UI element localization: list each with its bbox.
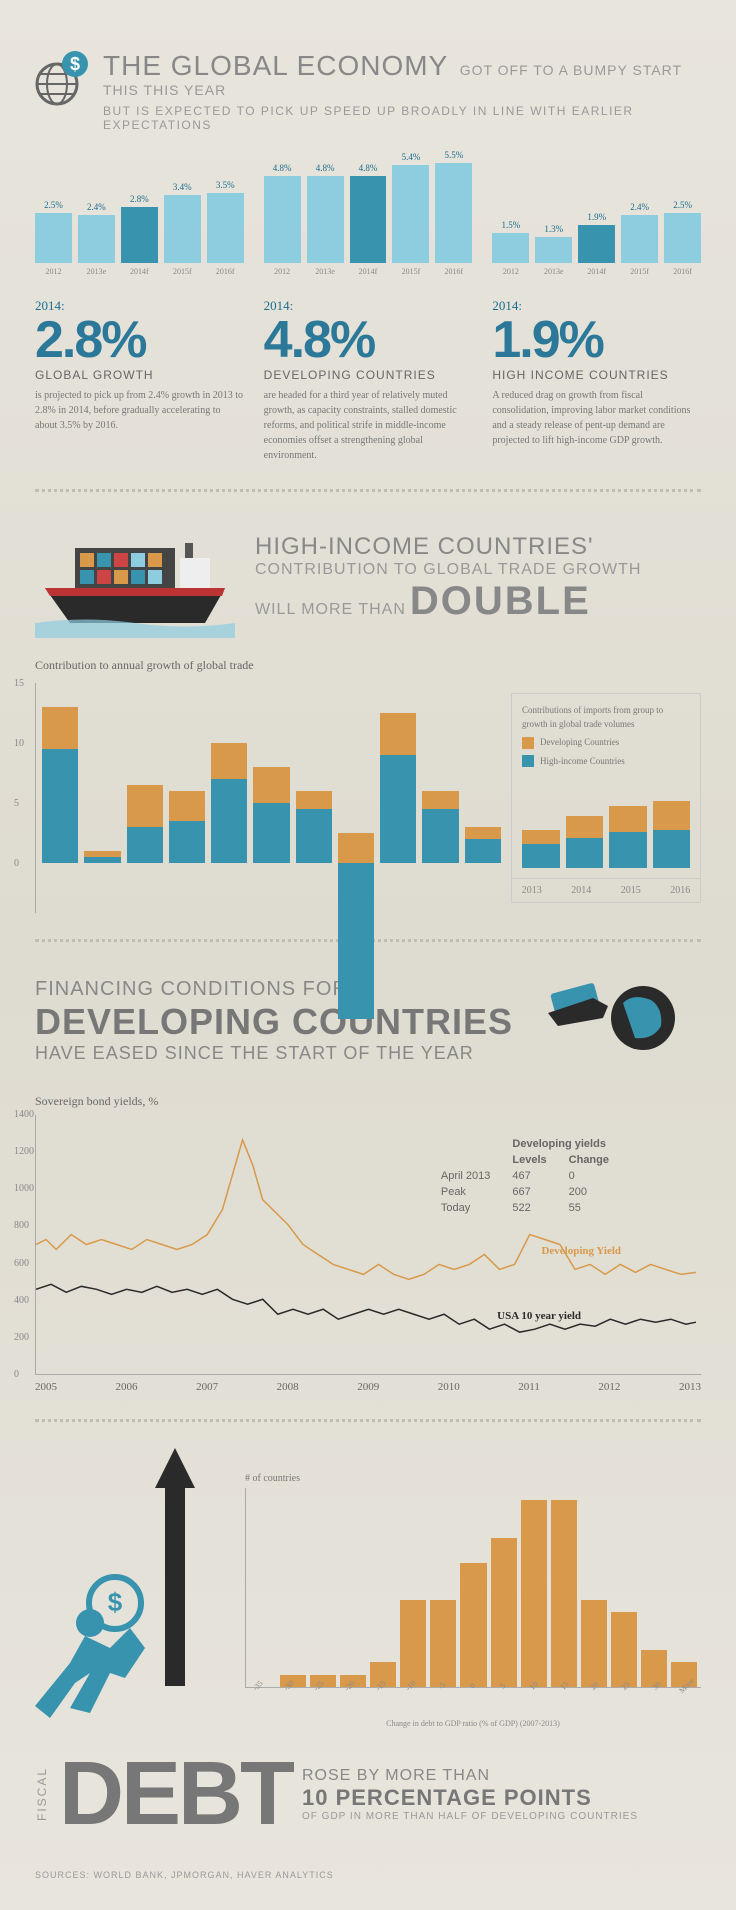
sec3-l2: DEVELOPING COUNTRIES — [35, 1001, 513, 1043]
sources: SOURCES: WORLD BANK, JPMORGAN, HAVER ANA… — [35, 1870, 701, 1880]
three-col: 2.5%20122.4%2013e2.8%2014f3.4%2015f3.5%2… — [35, 162, 701, 463]
swatch-blue — [522, 755, 534, 767]
debt-word: DEBT — [59, 1758, 292, 1830]
globe-dollar-icon: $ — [35, 50, 91, 106]
sec2-line2: CONTRIBUTION TO GLOBAL TRADE GROWTH — [255, 561, 701, 579]
sec2-double: DOUBLE — [410, 579, 591, 623]
debt-t3: OF GDP IN MORE THAN HALF OF DEVELOPING C… — [302, 1811, 701, 1822]
sec2-line1: HIGH-INCOME COUNTRIES' — [255, 533, 701, 561]
legend-b: High-income Countries — [540, 755, 625, 769]
stacked-chart: 051015 — [35, 683, 501, 913]
header: $ THE GLOBAL ECONOMY GOT OFF TO A BUMPY … — [35, 50, 701, 132]
legend-a: Developing Countries — [540, 736, 619, 750]
line-title: Sovereign bond yields, % — [35, 1094, 701, 1109]
line-chart: 0200400600800100012001400 Developing yie… — [35, 1115, 701, 1375]
mini-block: 2.5%20122.4%2013e2.8%2014f3.4%2015f3.5%2… — [35, 162, 244, 463]
swatch-orange — [522, 737, 534, 749]
ship-icon — [35, 518, 235, 638]
line-x-years: 200520062007200820092010201120122013 — [35, 1381, 701, 1393]
fiscal-vertical: FISCAL — [35, 1767, 49, 1821]
hist-y-title: # of countries — [245, 1473, 701, 1484]
debt-section: $ # of countries -35-30-25-20-15-10-5051… — [35, 1448, 701, 1728]
svg-text:$: $ — [70, 54, 80, 74]
sec2-line3a: WILL MORE THAN — [255, 601, 406, 618]
mini-block: 4.8%20124.8%2013e4.8%2014f5.4%2015f5.5%2… — [264, 162, 473, 463]
debt-band: FISCAL DEBT ROSE BY MORE THAN 10 PERCENT… — [35, 1758, 701, 1830]
debt-arrow-icon: $ — [35, 1448, 235, 1728]
header-title: THE GLOBAL ECONOMY — [103, 50, 448, 81]
sec3-l1: FINANCING CONDITIONS FOR — [35, 978, 513, 1001]
stacked-wrap: 051015 Contributions of imports from gro… — [35, 683, 701, 913]
yields-table: Developing yieldsLevelsChangeApril 20134… — [429, 1135, 621, 1217]
mini-block: 1.5%20121.3%2013e1.9%2014f2.4%2015f2.5%2… — [492, 162, 701, 463]
header-sub2: BUT IS EXPECTED TO PICK UP SPEED UP BROA… — [103, 104, 701, 132]
trade-section: HIGH-INCOME COUNTRIES' CONTRIBUTION TO G… — [35, 518, 701, 638]
sec3-l3: HAVE EASED SINCE THE START OF THE YEAR — [35, 1043, 513, 1064]
series-a-label: Developing Yield — [541, 1245, 621, 1257]
hist-x-label: Change in debt to GDP ratio (% of GDP) (… — [245, 1719, 701, 1728]
debt-t1: ROSE BY MORE THAN — [302, 1767, 701, 1785]
legend-title: Contributions of imports from group to g… — [522, 704, 690, 731]
infographic-page: $ THE GLOBAL ECONOMY GOT OFF TO A BUMPY … — [0, 0, 736, 1910]
divider — [35, 1419, 701, 1422]
series-b-label: USA 10 year yield — [497, 1310, 581, 1322]
forecast-years: 2013201420152016 — [511, 878, 701, 903]
divider — [35, 489, 701, 492]
money-globe-icon — [533, 968, 683, 1058]
debt-t2: 10 PERCENTAGE POINTS — [302, 1785, 701, 1811]
histogram: # of countries -35-30-25-20-15-10-505101… — [245, 1473, 701, 1728]
stacked-title: Contribution to annual growth of global … — [35, 658, 701, 673]
svg-text:$: $ — [108, 1587, 123, 1617]
legend-box: Contributions of imports from group to g… — [511, 693, 701, 879]
